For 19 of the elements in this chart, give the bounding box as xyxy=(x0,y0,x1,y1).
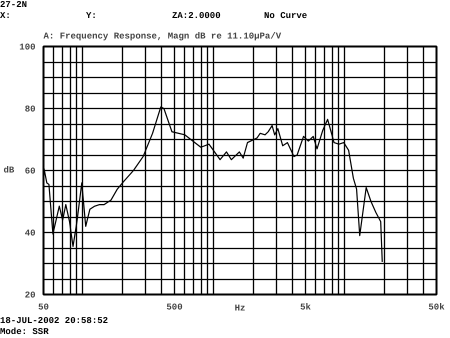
x-tick-label: 500 xyxy=(166,302,183,312)
chart-title: A: Frequency Response, Magn dB re 11.10μPa/V xyxy=(44,32,282,42)
y-tick-label: 100 xyxy=(19,42,36,52)
text: Y: xyxy=(86,11,97,22)
text: ZA:2.0000 xyxy=(172,11,221,22)
text: Mode: SSR xyxy=(0,327,49,338)
text: 27-2N xyxy=(0,0,28,11)
text: X: xyxy=(0,11,11,22)
text: 18-JUL-2002 20:58:52 xyxy=(0,316,108,327)
x-tick-label: 50k xyxy=(428,302,446,312)
y-tick-label: 60 xyxy=(24,166,36,176)
y-tick-label: 20 xyxy=(24,290,36,300)
y-tick-label: 40 xyxy=(24,228,36,238)
x-axis-title: Hz xyxy=(234,304,246,314)
x-tick-label: 50 xyxy=(38,302,49,312)
x-tick-label: 5k xyxy=(300,302,312,312)
text: No Curve xyxy=(264,11,308,22)
y-axis-title: dB xyxy=(3,166,15,176)
y-tick-label: 80 xyxy=(24,104,36,114)
